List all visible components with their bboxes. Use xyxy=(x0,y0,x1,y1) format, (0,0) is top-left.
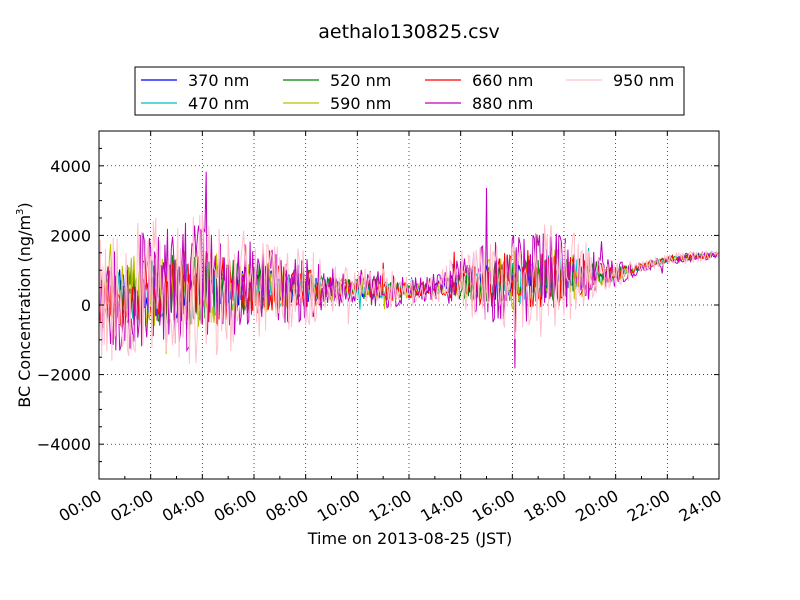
grid xyxy=(99,131,719,479)
x-tick-label: 12:00 xyxy=(366,486,415,526)
legend: 370 nm 470 nm 520 nm 590 nm 660 nm 880 nm 950 … xyxy=(134,66,685,116)
y-axis-label-close: ) xyxy=(15,202,34,208)
y-axis-label: BC Concentration (ng/m3) xyxy=(15,202,34,407)
x-tick-label: 14:00 xyxy=(417,486,466,526)
legend-label: 950 nm xyxy=(613,71,674,90)
x-tick-label: 16:00 xyxy=(469,486,518,526)
y-axis-label-main: BC Concentration (ng/m xyxy=(15,215,34,408)
x-axis-label: Time on 2013-08-25 (JST) xyxy=(307,529,512,548)
y-axis-label-superscript: 3 xyxy=(15,209,26,215)
x-tick-label: 00:00 xyxy=(56,486,105,526)
x-tick-label: 06:00 xyxy=(211,486,260,526)
x-tick-label: 04:00 xyxy=(159,486,208,526)
chart-title: aethalo130825.csv xyxy=(318,21,500,43)
x-tick-label: 10:00 xyxy=(314,486,363,526)
x-tick-label: 24:00 xyxy=(676,486,725,526)
x-tick-label: 18:00 xyxy=(521,486,570,526)
y-tick-label: −4000 xyxy=(37,435,91,454)
legend-label: 660 nm xyxy=(472,71,533,90)
y-tick-label: −2000 xyxy=(37,366,91,385)
series-line-950-nm xyxy=(98,211,720,364)
x-tick-label: 08:00 xyxy=(262,486,311,526)
y-tick-label: 2000 xyxy=(50,226,91,245)
legend-box xyxy=(134,66,685,116)
legend-label: 880 nm xyxy=(472,94,533,113)
x-tick-label: 20:00 xyxy=(572,486,621,526)
series-layer xyxy=(98,171,720,369)
y-tick-label: 0 xyxy=(81,296,91,315)
legend-label: 370 nm xyxy=(188,71,249,90)
axis-ticks: 00:00 02:00 04:00 06:00 08:00 10:00 12:00 14:00… xyxy=(37,130,725,526)
legend-label: 470 nm xyxy=(188,94,249,113)
legend-label: 590 nm xyxy=(330,94,391,113)
legend-label: 520 nm xyxy=(330,71,391,90)
x-tick-label: 02:00 xyxy=(107,486,156,526)
y-tick-label: 4000 xyxy=(50,157,91,176)
x-tick-label: 22:00 xyxy=(624,486,673,526)
